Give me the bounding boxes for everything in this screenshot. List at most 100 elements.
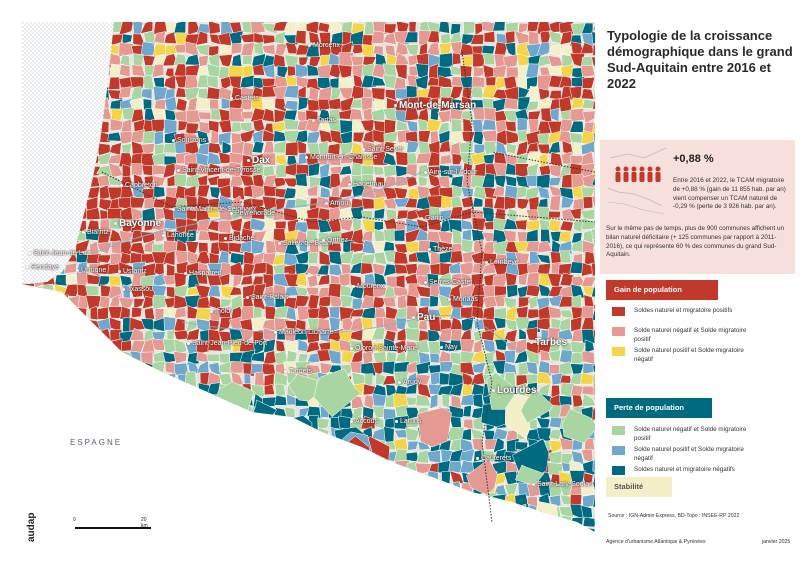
town-dot xyxy=(120,183,123,187)
town-dot xyxy=(172,207,175,211)
town-label: Peyrehorade xyxy=(230,210,275,218)
town-dot xyxy=(247,158,250,162)
town-name: Accous xyxy=(355,418,378,425)
town-dot xyxy=(184,271,187,275)
town-dot xyxy=(398,380,401,384)
town-label: Garlin xyxy=(420,215,444,223)
town-label: Lembeye xyxy=(485,259,519,267)
town-dot xyxy=(412,315,415,319)
choropleth-map: ESPAGNE Morcenx Castets Tartas Mont-de-Mars… xyxy=(22,22,595,541)
legend-stability-header: Stabilité xyxy=(606,477,672,497)
town-name: Bidache xyxy=(229,235,255,242)
spain-area xyxy=(22,284,595,541)
scale-start-label: 0 xyxy=(73,517,76,523)
town-dot xyxy=(395,419,398,423)
town-name: Dax xyxy=(252,155,271,166)
town-label: Mourenx xyxy=(352,283,384,291)
town-dot xyxy=(26,265,29,269)
town-dot xyxy=(428,247,431,251)
town-dot xyxy=(420,216,423,220)
town-name: Hasparren xyxy=(189,270,222,277)
town-label: Lahonce xyxy=(162,232,194,240)
town-label: Biarritz xyxy=(82,229,109,237)
legend-swatch xyxy=(612,466,625,475)
town-dot xyxy=(492,388,495,392)
town-label: Hendaye xyxy=(26,264,59,272)
town-label: Salies-de-Béarn xyxy=(278,240,333,248)
town-name: Pau xyxy=(417,312,436,323)
town-dot xyxy=(424,170,427,174)
map-title: Typologie de la croissance démographique… xyxy=(607,28,793,91)
town-label: Saint-Vincent-de-Tyrosse xyxy=(177,167,260,175)
department-border xyxy=(101,171,595,228)
town-dot xyxy=(278,241,281,245)
town-dot xyxy=(485,260,488,264)
town-name: Garlin xyxy=(425,215,444,222)
town-dot xyxy=(448,297,451,301)
legend-swatch xyxy=(612,426,625,435)
map-canvas xyxy=(22,22,595,541)
town-dot xyxy=(325,201,328,205)
town-dot xyxy=(82,230,85,234)
legend-swatch xyxy=(612,347,625,356)
town-label: Laruns xyxy=(395,418,421,426)
town-label: Cauterets xyxy=(476,455,511,463)
town-label: Tartas xyxy=(312,117,336,125)
legend-swatch xyxy=(612,327,625,336)
river xyxy=(181,314,523,353)
town-dot xyxy=(476,456,479,460)
town-name: Urrugne xyxy=(81,267,107,274)
town-name: Saint-Vincent-de-Tyrosse xyxy=(182,167,261,174)
town-name: Nay xyxy=(445,344,458,351)
town-dot xyxy=(246,295,249,299)
town-label: Saint-Martin-de-Seignanx xyxy=(172,206,256,214)
town-label: Serres-Castet xyxy=(424,279,472,287)
town-dot xyxy=(348,182,351,186)
town-label: Mauléon-Licharre xyxy=(274,329,333,337)
town-label: Hagetmau xyxy=(348,181,385,189)
town-name: Iholdy xyxy=(215,308,234,315)
audap-logo: audap xyxy=(26,512,37,542)
date-credit: janvier 2025 xyxy=(762,539,791,545)
legend-swatch xyxy=(612,446,625,455)
town-name: Saint-Sever xyxy=(367,146,404,153)
town-name: Lahonce xyxy=(167,232,194,239)
town-dot xyxy=(362,147,365,151)
town-name: Lembeye xyxy=(490,259,519,266)
town-label: Thèze xyxy=(428,246,452,254)
town-name: Salies-de-Béarn xyxy=(283,240,334,247)
river xyxy=(91,171,423,255)
town-dot xyxy=(312,118,315,122)
town-label: Castets xyxy=(230,95,259,103)
town-name: Peyrehorade xyxy=(235,210,276,217)
town-name: Thèze xyxy=(433,246,453,253)
town-name: Capbreton xyxy=(125,182,158,189)
summary-text-2: Sur le même pas de temps, plus de 900 co… xyxy=(606,225,785,259)
town-dot xyxy=(274,330,277,334)
town-label: Saint-Palais xyxy=(246,294,288,302)
town-label: Hasparren xyxy=(184,270,222,278)
town-name: Mourenx xyxy=(357,283,385,290)
town-dot xyxy=(118,269,121,273)
legend-label: Solde naturel négatif et Solde migratoir… xyxy=(634,327,747,343)
town-name: Arudy xyxy=(403,379,422,386)
town-name: Orthez xyxy=(327,237,349,244)
town-name: Hendaye xyxy=(31,264,60,271)
country-label: ESPAGNE xyxy=(70,438,123,447)
town-label: Aire-sur-l'Adour xyxy=(424,169,477,177)
town-name: Mauléon-Licharre xyxy=(279,329,334,336)
town-dot xyxy=(162,233,165,237)
growth-rate: +0,88 % xyxy=(673,153,714,165)
legend-label: Solde naturel positif et Solde migratoir… xyxy=(634,347,744,363)
town-name: Saint-Jean-Pied-de-Port xyxy=(192,340,268,347)
town-name: Mont-de-Marsan xyxy=(399,100,477,111)
town-dot xyxy=(394,103,397,107)
town-label: Arudy xyxy=(398,379,421,387)
department-border xyxy=(461,51,493,523)
town-dot xyxy=(114,221,117,225)
town-name: Hagetmau xyxy=(353,181,386,188)
town-label: Montfort-en-Chalosse xyxy=(305,154,377,162)
town-name: Aire-sur-l'Adour xyxy=(429,169,478,176)
town-label: Mont-de-Marsan xyxy=(394,100,476,111)
town-label: Pau xyxy=(412,312,435,323)
